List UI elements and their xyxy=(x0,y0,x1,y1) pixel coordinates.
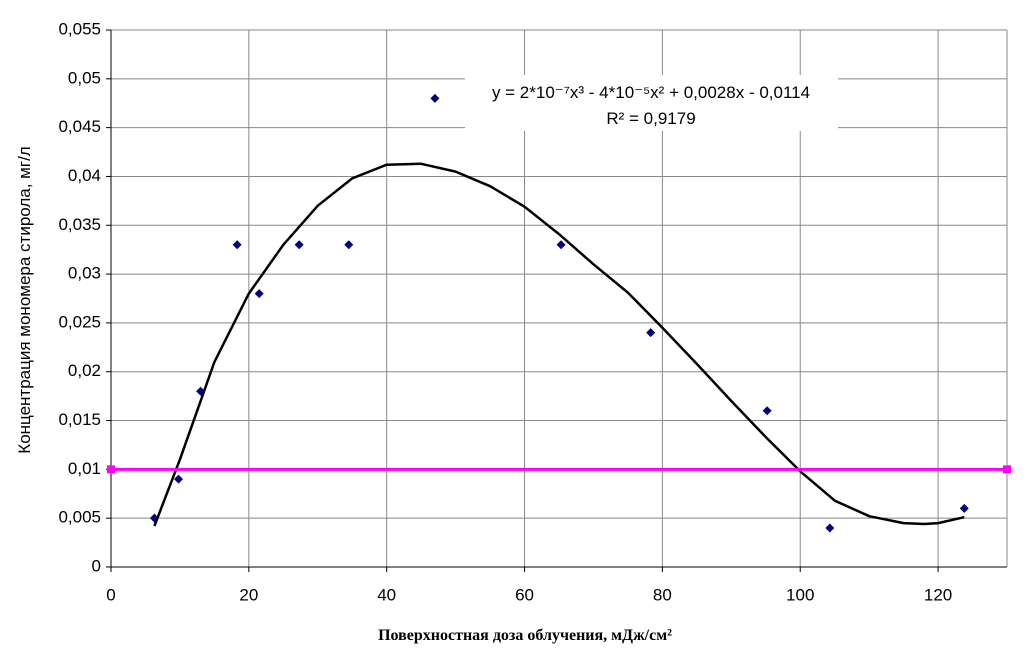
data-point xyxy=(430,93,440,103)
y-tick-label: 0,035 xyxy=(58,215,101,234)
y-tick-label: 0,015 xyxy=(58,410,101,429)
label-background xyxy=(465,75,838,131)
y-tick-label: 0,02 xyxy=(68,361,101,380)
line xyxy=(153,162,965,527)
y-tick-label: 0,025 xyxy=(58,312,101,331)
data-point xyxy=(344,240,354,250)
r-squared: R² = 0,9179 xyxy=(606,109,695,128)
data-point xyxy=(174,474,184,484)
y-tick-label: 0,04 xyxy=(68,166,101,185)
y-axis-label: Концентрация мономера стирола, мг/л xyxy=(15,146,34,453)
data-point xyxy=(232,240,242,250)
plot-area: 0 0,005 0,01 0,015 0,02 0,025 0,03 0,035 0,04 0,0… xyxy=(58,19,1011,604)
data-point xyxy=(254,289,264,299)
data-point xyxy=(107,465,115,474)
data-point xyxy=(1003,465,1011,474)
y-tick-label: 0,055 xyxy=(58,19,101,38)
x-tick-label: 0 xyxy=(106,585,115,604)
y-tick-label: 0 xyxy=(92,556,101,575)
x-tick-label: 120 xyxy=(924,585,952,604)
y-tick-label: 0,045 xyxy=(58,117,101,136)
x-axis-label: Поверхностная доза облучения, мДж/см² xyxy=(378,627,672,644)
x-tick-label: 80 xyxy=(653,585,672,604)
data-point xyxy=(825,523,835,533)
x-tick-label: 20 xyxy=(239,585,258,604)
y-tick-label: 0,005 xyxy=(58,508,101,527)
x-tick-label: 100 xyxy=(786,585,814,604)
data-point xyxy=(294,240,304,250)
trendline-label: y = 2*10⁻⁷x³ - 4*10⁻⁵x² + 0,0028x - 0,01… xyxy=(465,75,838,131)
x-tick-label: 60 xyxy=(515,585,534,604)
data-point xyxy=(762,406,772,416)
data-point xyxy=(959,503,969,513)
y-tick-label: 0,01 xyxy=(68,459,101,478)
data-point xyxy=(556,240,566,250)
y-tick-label: 0,03 xyxy=(68,264,101,283)
equation: y = 2*10⁻⁷x³ - 4*10⁻⁵x² + 0,0028x - 0,01… xyxy=(492,83,810,102)
x-tick-label: 40 xyxy=(377,585,396,604)
data-point xyxy=(646,328,656,338)
y-tick-label: 0,05 xyxy=(68,68,101,87)
